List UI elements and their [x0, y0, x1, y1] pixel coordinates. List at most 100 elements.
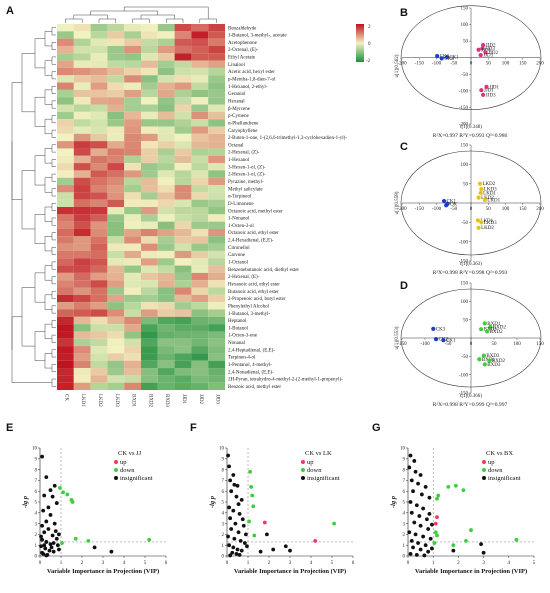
- heatmap-cell: [57, 368, 74, 376]
- compound-label: 2-Propenoic acid, butyl ester: [228, 297, 286, 302]
- heatmap-cell: [141, 382, 158, 390]
- heatmap-cell: [124, 111, 141, 120]
- heatmap-cell: [174, 324, 192, 332]
- insignificant-point: [412, 520, 417, 525]
- heatmap-cell: [90, 338, 108, 347]
- insignificant-point: [239, 497, 244, 502]
- insignificant-point: [52, 483, 57, 488]
- legend-up-marker: [301, 460, 305, 464]
- heatmap-cell: [157, 360, 175, 369]
- heatmap-cell: [208, 280, 225, 288]
- heatmap-cell: [157, 302, 175, 310]
- heatmap-cell: [191, 272, 209, 281]
- heatmap-cell: [107, 338, 125, 347]
- sample-label: JJD2: [198, 394, 203, 405]
- heatmap-cell: [90, 163, 108, 171]
- heatmap-cell: [208, 177, 225, 186]
- heatmap-cell: [208, 243, 225, 251]
- panel-label-b: B: [400, 7, 408, 19]
- heatmap-cell: [73, 45, 91, 54]
- compound-label: 1-Nonanol: [228, 217, 250, 222]
- heatmap-cell: [191, 346, 209, 354]
- heatmap-cell: [191, 97, 209, 105]
- score-point: [479, 327, 484, 332]
- insignificant-point: [53, 529, 58, 534]
- heatmap-cell: [90, 104, 108, 112]
- heatmap-cell: [191, 360, 209, 369]
- legend-up-label: up: [307, 459, 314, 466]
- insignificant-point: [39, 534, 43, 539]
- heatmap-cell: [208, 265, 225, 273]
- score-point-label: CK: [450, 202, 457, 207]
- compound-label: Octanal: [228, 143, 244, 148]
- heatmap-cell: [174, 331, 192, 339]
- heatmap-cell: [73, 155, 91, 164]
- heatmap-cell: [191, 228, 209, 237]
- heatmap-cell: [174, 338, 192, 347]
- heatmap-cell: [191, 45, 209, 54]
- dendrogram-branch: [132, 18, 150, 23]
- insignificant-point: [48, 488, 53, 493]
- heatmap-cell: [208, 126, 225, 134]
- heatmap-cell: [141, 302, 158, 310]
- x-tick-label: -150: [415, 62, 425, 67]
- volcano-panel-f: 0 1 2 3 4 5 6 0 1 2 3 4 5 6 7 8 9 10 Variable Importance i…: [209, 447, 355, 575]
- heatmap-cell: [208, 89, 225, 98]
- heatmap-cell: [57, 119, 74, 127]
- x-tick-label: 1: [247, 561, 250, 566]
- heatmap-cell: [57, 53, 74, 61]
- compound-label: p-Cymene: [228, 114, 250, 119]
- heatmap-cell: [57, 287, 74, 295]
- heatmap-cell: [124, 316, 141, 325]
- compound-label: 2H-Pyran, tetrahydro-4-methyl-2-(2-methy…: [228, 378, 343, 383]
- score-point: [482, 321, 487, 326]
- score-point: [478, 190, 483, 196]
- heatmap-cell: [73, 111, 91, 120]
- heatmap-cell: [90, 75, 108, 83]
- score-point-label: LKD3: [484, 188, 497, 193]
- heatmap-cell: [157, 53, 175, 61]
- insignificant-point: [236, 530, 241, 535]
- heatmap-cell: [57, 272, 74, 281]
- heatmap-cell: [73, 382, 91, 390]
- heatmap-cell: [107, 360, 125, 369]
- heatmap-cell: [107, 324, 125, 332]
- heatmap-cell: [174, 368, 192, 376]
- compound-label: 1-Octen-3-ol: [228, 224, 254, 229]
- insignificant-point: [48, 542, 53, 547]
- down-point: [250, 493, 255, 498]
- dendrogram-branch: [34, 272, 45, 303]
- heatmap-cell: [124, 192, 141, 200]
- score-point: [477, 181, 483, 186]
- heatmap-cell: [191, 104, 209, 112]
- heatmap-cell: [90, 346, 108, 354]
- heatmap-cell: [107, 272, 125, 281]
- x-tick-label: 0: [226, 561, 229, 566]
- heatmap-cell: [141, 89, 158, 98]
- insignificant-point: [414, 503, 419, 508]
- heatmap-cell: [157, 75, 175, 83]
- insignificant-point: [408, 453, 413, 458]
- heatmap-cell: [107, 192, 125, 200]
- heatmap-cell: [141, 38, 158, 46]
- heatmap-cell: [157, 141, 175, 149]
- insignificant-point: [241, 523, 246, 528]
- score-point-label: JJD2: [486, 44, 497, 49]
- heatmap-cell: [208, 382, 225, 390]
- heatmap-cell: [73, 192, 91, 200]
- insignificant-point: [426, 527, 431, 531]
- heatmap-cell: [124, 272, 141, 281]
- heatmap-cell: [57, 60, 74, 68]
- down-point: [446, 484, 451, 489]
- heatmap-cell: [208, 302, 225, 310]
- x-tick-label: 5: [331, 561, 334, 566]
- dendrogram-branch: [51, 71, 56, 80]
- heatmap-cell: [208, 375, 225, 383]
- heatmap-cell: [174, 141, 192, 149]
- score-point-label: LKD2: [481, 196, 494, 201]
- color-scale-legend: 2 0 -2: [356, 24, 371, 64]
- insignificant-point: [418, 523, 423, 528]
- heatmap-cell: [73, 133, 91, 142]
- heatmap-cell: [157, 31, 175, 39]
- y-tick-label: 3: [35, 522, 38, 527]
